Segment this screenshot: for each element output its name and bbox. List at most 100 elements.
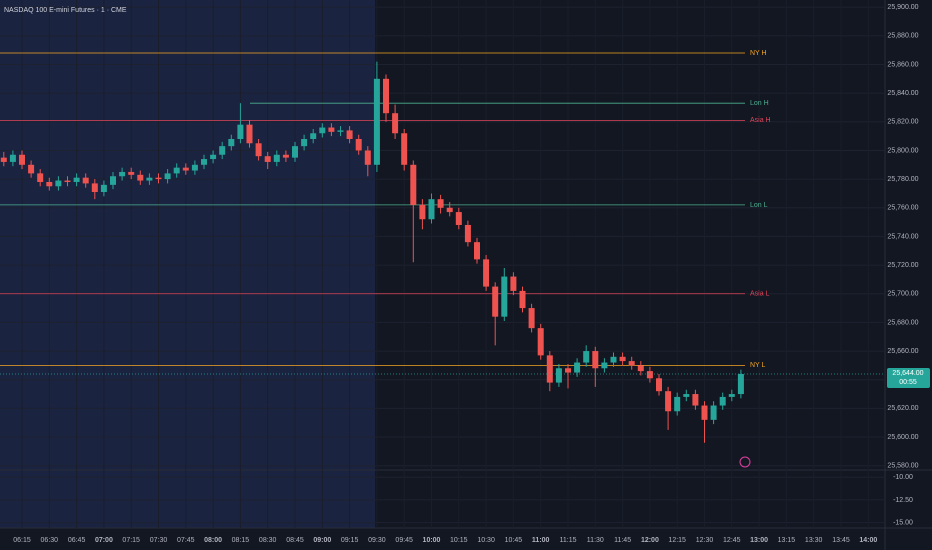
- candle-body: [146, 177, 153, 181]
- level-label: Asia H: [750, 117, 771, 124]
- candle-body: [273, 154, 280, 162]
- countdown-label: 00:55: [899, 379, 917, 386]
- x-tick-label: 07:15: [122, 537, 140, 544]
- candle-body: [364, 150, 371, 165]
- x-tick-label: 08:30: [259, 537, 277, 544]
- candle-body: [583, 351, 590, 363]
- candle-body: [528, 308, 535, 329]
- x-tick-label: 12:45: [723, 537, 741, 544]
- candle-body: [64, 180, 71, 182]
- candle-body: [501, 276, 508, 317]
- x-tick-label: 12:15: [668, 537, 686, 544]
- y-tick-label: 25,760.00: [887, 205, 918, 212]
- session-shade: [0, 0, 375, 528]
- candle-body: [710, 405, 717, 420]
- candle-body: [419, 204, 426, 220]
- candle-body: [155, 177, 162, 180]
- x-tick-label: 12:00: [641, 537, 659, 544]
- candle-body: [292, 146, 298, 158]
- x-tick-label: 06:15: [13, 537, 31, 544]
- level-label: NY H: [750, 50, 767, 57]
- candle-body: [601, 362, 608, 369]
- x-tick-label: 11:45: [614, 537, 631, 544]
- candle-body: [310, 133, 317, 139]
- candle-body: [537, 328, 544, 356]
- candle-body: [510, 276, 517, 291]
- y-tick-label: 25,840.00: [887, 90, 918, 97]
- x-tick-label: 06:30: [41, 537, 59, 544]
- x-tick-label: 08:00: [204, 537, 222, 544]
- x-tick-label: 08:45: [286, 537, 304, 544]
- x-tick-label: 13:00: [750, 537, 768, 544]
- candle-body: [73, 177, 80, 182]
- candle-body: [19, 154, 25, 165]
- x-tick-label: 10:45: [505, 537, 523, 544]
- candle-body: [9, 154, 16, 162]
- level-label: Lon L: [750, 202, 768, 209]
- candle-body: [328, 127, 335, 132]
- x-tick-label: 06:45: [68, 537, 86, 544]
- candle-body: [674, 396, 681, 412]
- candle-body: [182, 167, 189, 171]
- candle-body: [446, 207, 453, 213]
- y-tick-label: 25,680.00: [887, 319, 918, 326]
- marks: [0, 52, 885, 443]
- candle-body: [574, 362, 581, 373]
- candle-body: [455, 212, 462, 225]
- candle-body: [646, 371, 653, 379]
- candle-body: [392, 113, 399, 134]
- candle-body: [483, 259, 490, 287]
- candle-body: [464, 224, 471, 243]
- candle-body: [656, 378, 662, 392]
- candle-body: [82, 177, 89, 184]
- level-label: NY L: [750, 362, 766, 369]
- candle-body: [410, 164, 417, 205]
- candle-body: [55, 180, 62, 187]
- y-tick-label: 25,860.00: [887, 61, 918, 68]
- x-tick-label: 13:30: [805, 537, 823, 544]
- x-tick-label: 07:30: [150, 537, 168, 544]
- candle-body: [546, 355, 553, 383]
- candle-body: [210, 154, 217, 160]
- x-tick-label: 10:15: [450, 537, 468, 544]
- x-tick-label: 09:00: [313, 537, 331, 544]
- candle-body: [201, 159, 207, 165]
- candle-body: [301, 138, 308, 147]
- candle-body: [610, 356, 617, 363]
- candle-body: [355, 138, 362, 151]
- y-tick-label: 25,620.00: [887, 405, 918, 412]
- candle-body: [173, 167, 180, 174]
- level-label: Lon H: [750, 100, 769, 107]
- candle-body: [701, 405, 708, 420]
- x-tick-label: 10:00: [423, 537, 441, 544]
- candle-body: [0, 157, 7, 162]
- x-tick-label: 09:45: [395, 537, 413, 544]
- x-tick-label: 13:15: [778, 537, 796, 544]
- x-tick-label: 07:00: [95, 537, 113, 544]
- x-tick-label: 12:30: [696, 537, 714, 544]
- x-tick-label: 08:15: [232, 537, 250, 544]
- candle-body: [592, 351, 599, 369]
- candle-body: [28, 164, 35, 174]
- candle-body: [100, 184, 107, 193]
- y-tick-label: 25,800.00: [887, 147, 918, 154]
- candle-body: [737, 373, 744, 395]
- candle-body: [119, 171, 126, 177]
- candle-body: [137, 174, 144, 181]
- indicator-tick-label: -12.50: [893, 497, 913, 504]
- x-tick-label: 11:30: [587, 537, 604, 544]
- candle-body: [428, 199, 435, 220]
- candle-body: [228, 138, 235, 147]
- candle-body: [191, 164, 198, 171]
- candle-body: [91, 183, 98, 193]
- x-tick-label: 10:30: [477, 537, 495, 544]
- replay-icon[interactable]: [739, 456, 751, 468]
- candle-body: [492, 286, 499, 317]
- y-tick-label: 25,600.00: [887, 434, 918, 441]
- candle-body: [37, 173, 44, 182]
- y-tick-label: 25,700.00: [887, 291, 918, 298]
- candle-body: [555, 368, 562, 383]
- candle-body: [264, 156, 271, 162]
